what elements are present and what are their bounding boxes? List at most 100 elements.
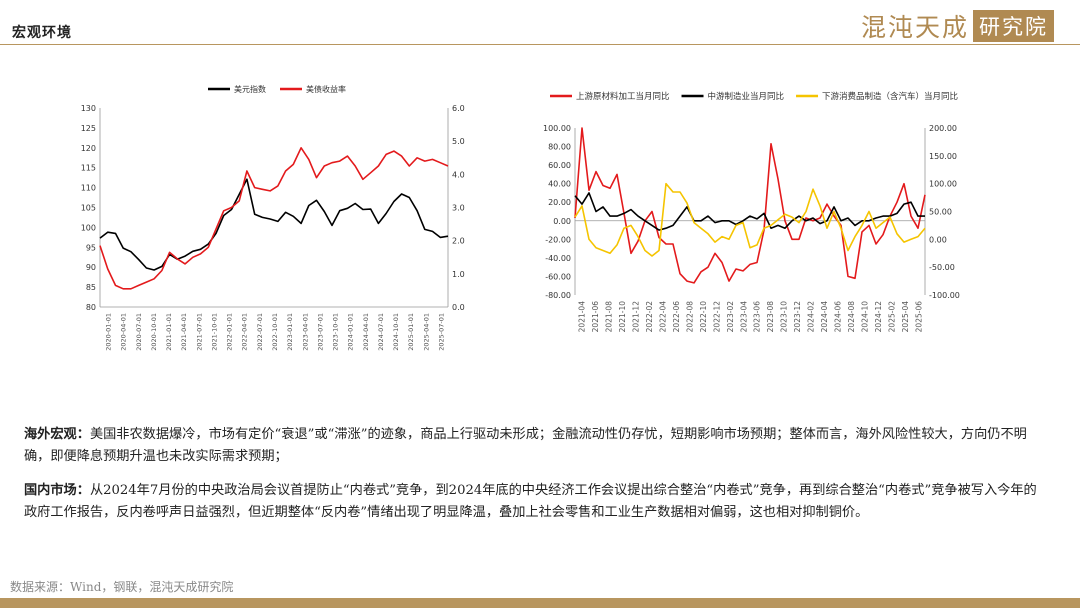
x-tick-label: 2023-10 xyxy=(780,301,789,333)
x-tick-label: 2023-01-01 xyxy=(286,313,294,351)
x-tick-label: 2021-06 xyxy=(591,301,600,333)
paragraph-domestic: 国内市场：从2024年7月份的中央政治局会议首提防止“内卷式”竞争，到2024年… xyxy=(24,480,1046,524)
y-tick-label-left: 115 xyxy=(81,164,96,173)
paragraph-overseas: 海外宏观：美国非农数据爆冷，市场有定价“衰退”或“滞涨”的迹象，商品上行驱动未形… xyxy=(24,424,1046,468)
y-tick-label-left: 95 xyxy=(86,243,96,252)
x-tick-label: 2021-08 xyxy=(605,301,614,333)
header-divider xyxy=(0,44,1080,45)
commentary: 海外宏观：美国非农数据爆冷，市场有定价“衰退”或“滞涨”的迹象，商品上行驱动未形… xyxy=(24,424,1046,536)
y-tick-label-right: 4.0 xyxy=(452,170,465,179)
x-tick-label: 2023-08 xyxy=(766,301,775,333)
x-tick-label: 2021-12 xyxy=(632,301,641,333)
legend-label: 上游原材料加工当月同比 xyxy=(576,91,670,102)
y-tick-label-left: -40.00 xyxy=(545,254,571,263)
dollar-index-treasury-yield-chart: 80 85 90 95 100 105 110 115 120 125 130 0.0 1.0 2.0 3.… xyxy=(58,70,488,370)
paragraph-text: 从2024年7月份的中央政治局会议首提防止“内卷式”竞争，到2024年底的中央经… xyxy=(24,483,1037,520)
y-tick-label-left: 85 xyxy=(86,283,96,292)
y-tick-label-left: 90 xyxy=(86,263,96,272)
x-tick-label: 2022-10 xyxy=(699,301,708,333)
x-tick-label: 2023-02 xyxy=(726,301,735,333)
y-tick-label-right: 2.0 xyxy=(452,237,465,246)
y-tick-label-left: -60.00 xyxy=(545,272,571,281)
x-tick-label: 2022-04-01 xyxy=(241,313,249,351)
y-tick-label-right: 150.00 xyxy=(929,152,957,161)
y-tick-label-left: 100.00 xyxy=(543,124,571,133)
x-tick-label: 2021-01-01 xyxy=(165,313,173,351)
y-tick-label-right: 50.00 xyxy=(929,208,952,217)
x-tick-label: 2021-10 xyxy=(618,301,627,333)
x-tick-label: 2023-10-01 xyxy=(332,313,340,351)
x-tick-label: 2024-08 xyxy=(847,301,856,333)
x-tick-label: 2023-12 xyxy=(793,301,802,333)
x-tick-label: 2022-10-01 xyxy=(271,313,279,351)
y-tick-label-left: 20.00 xyxy=(548,198,571,207)
series-line xyxy=(574,182,926,257)
y-tick-label-right: -100.00 xyxy=(929,291,960,300)
x-tick-label: 2021-10-01 xyxy=(210,313,218,351)
x-tick-label: 2024-10 xyxy=(860,301,869,333)
y-tick-label-right: 1.0 xyxy=(452,270,465,279)
y-tick-label-right: 3.0 xyxy=(452,204,465,213)
x-tick-label: 2023-06 xyxy=(753,301,762,333)
x-tick-label: 2024-10-01 xyxy=(392,313,400,351)
y-tick-label-right: 5.0 xyxy=(452,137,465,146)
x-tick-label: 2025-02 xyxy=(887,301,896,333)
x-tick-label: 2024-02 xyxy=(807,301,816,333)
right-chart-svg: -80.00 -60.00 -40.00 -20.00 0.00 20.00 40.00 60… xyxy=(543,91,960,333)
x-tick-label: 2024-04-01 xyxy=(362,313,370,351)
x-tick-label: 2024-12 xyxy=(874,301,883,333)
brand-logo: 混沌天成 研究院 xyxy=(861,8,1054,44)
y-tick-label-left: 80 xyxy=(86,303,96,312)
y-tick-label-left: 40.00 xyxy=(548,180,571,189)
y-tick-label-left: 130 xyxy=(81,104,96,113)
x-tick-label: 2021-04 xyxy=(578,301,587,333)
legend-label: 下游消费品制造（含汽车）当月同比 xyxy=(822,91,958,102)
y-tick-label-right: 200.00 xyxy=(929,124,957,133)
x-tick-label: 2024-07-01 xyxy=(377,313,385,351)
left-chart-svg: 80 85 90 95 100 105 110 115 120 125 130 0.0 1.0 2.0 3.… xyxy=(81,84,465,351)
legend-label: 美元指数 xyxy=(234,84,266,94)
series-line xyxy=(99,147,449,290)
series-line xyxy=(574,127,926,284)
header: 宏观环境 混沌天成 研究院 xyxy=(0,0,1080,50)
brand-box: 研究院 xyxy=(973,10,1054,42)
x-tick-label: 2023-07-01 xyxy=(316,313,324,351)
x-tick-label: 2025-07-01 xyxy=(437,313,445,351)
x-tick-label: 2024-06 xyxy=(834,301,843,333)
x-tick-label: 2020-10-01 xyxy=(150,313,158,351)
x-tick-label: 2022-07-01 xyxy=(256,313,264,351)
data-source-note: 数据来源：Wind，钢联，混沌天成研究院 xyxy=(10,580,234,594)
series-line xyxy=(99,178,449,271)
y-tick-label-right: 0.00 xyxy=(929,235,947,244)
x-tick-label: 2022-04 xyxy=(659,301,668,333)
x-tick-label: 2023-04-01 xyxy=(301,313,309,351)
paragraph-lead: 国内市场： xyxy=(24,483,90,498)
y-tick-label-left: 125 xyxy=(81,124,96,133)
x-tick-label: 2021-07-01 xyxy=(195,313,203,351)
x-tick-label: 2025-04 xyxy=(901,301,910,333)
legend-label: 美债收益率 xyxy=(306,84,346,94)
paragraph-text: 美国非农数据爆冷，市场有定价“衰退”或“滞涨”的迹象，商品上行驱动未形成；金融流… xyxy=(24,427,1027,464)
y-tick-label-left: 110 xyxy=(81,184,96,193)
y-tick-label-right: 100.00 xyxy=(929,180,957,189)
x-tick-label: 2020-01-01 xyxy=(105,313,113,351)
y-tick-label-left: 120 xyxy=(81,144,96,153)
x-tick-label: 2020-07-01 xyxy=(135,313,143,351)
industry-yoy-chart: -80.00 -60.00 -40.00 -20.00 0.00 20.00 40.00 60… xyxy=(520,80,970,380)
page-title: 宏观环境 xyxy=(12,25,72,41)
x-tick-label: 2021-04-01 xyxy=(180,313,188,351)
legend-label: 中游制造业当月同比 xyxy=(708,91,785,102)
y-tick-label-right: -50.00 xyxy=(929,263,955,272)
series-line xyxy=(574,192,925,231)
y-tick-label-left: 0.00 xyxy=(553,217,571,226)
x-tick-label: 2022-08 xyxy=(685,301,694,333)
y-tick-label-left: 100 xyxy=(81,223,96,232)
x-tick-label: 2022-12 xyxy=(712,301,721,333)
x-tick-label: 2025-01-01 xyxy=(407,313,415,351)
brand-name: 混沌天成 xyxy=(860,13,969,42)
x-tick-label: 2025-06 xyxy=(914,301,923,333)
x-tick-label: 2025-04-01 xyxy=(422,313,430,351)
paragraph-lead: 海外宏观： xyxy=(24,427,90,442)
x-tick-label: 2020-04-01 xyxy=(120,313,128,351)
x-tick-label: 2024-01-01 xyxy=(347,313,355,351)
